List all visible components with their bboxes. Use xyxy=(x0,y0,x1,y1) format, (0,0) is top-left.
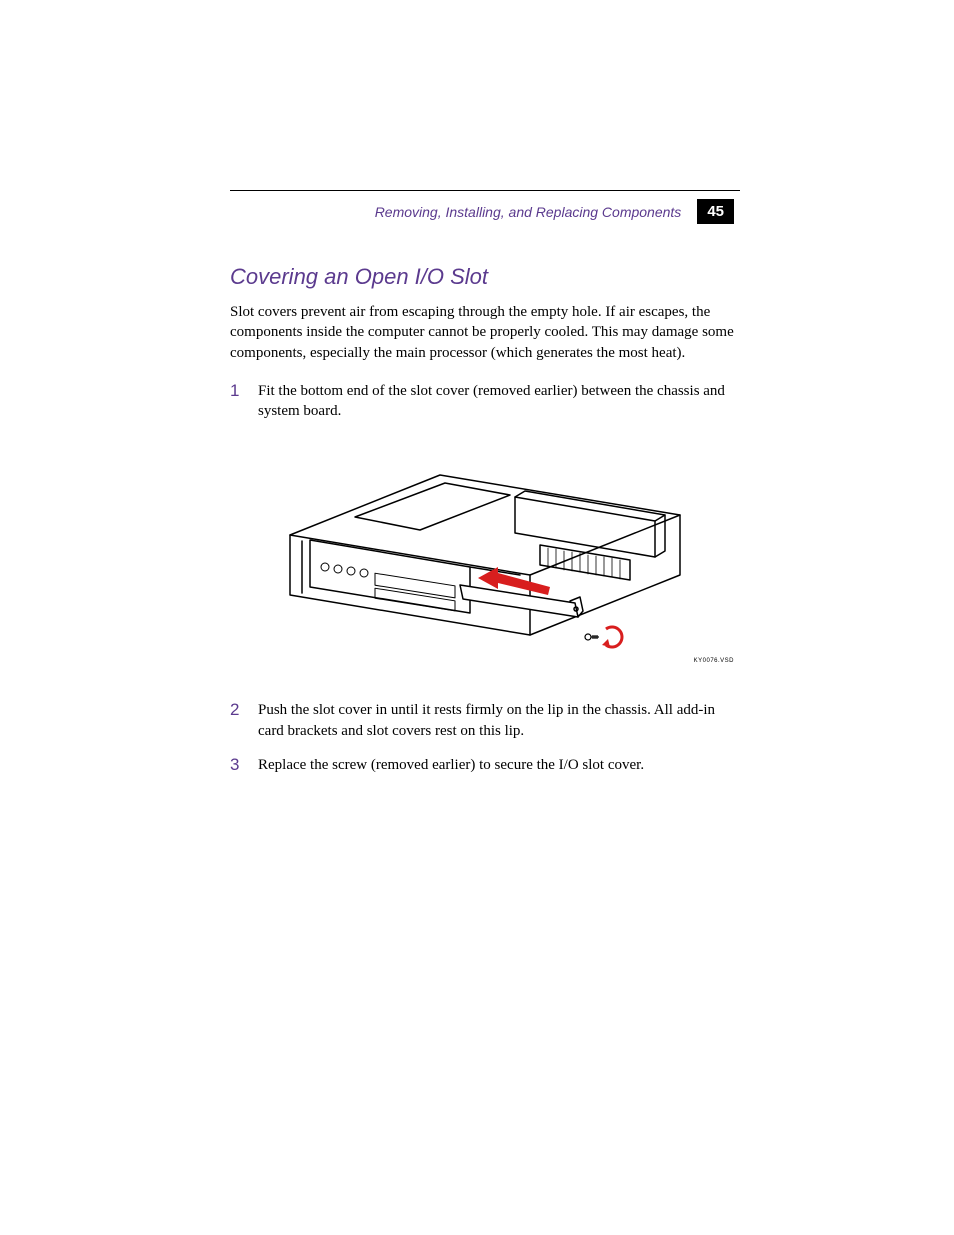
chapter-title: Removing, Installing, and Replacing Comp… xyxy=(375,204,682,220)
step-number: 1 xyxy=(230,381,244,422)
step-item: 2 Push the slot cover in until it rests … xyxy=(230,700,734,741)
step-text: Push the slot cover in until it rests fi… xyxy=(258,700,734,741)
step-number: 3 xyxy=(230,755,244,775)
figure-container: KY0076.VSD xyxy=(260,445,734,670)
page-number: 45 xyxy=(697,199,734,224)
intro-paragraph: Slot covers prevent air from escaping th… xyxy=(230,302,734,363)
step-text: Fit the bottom end of the slot cover (re… xyxy=(258,381,734,422)
step-item: 1 Fit the bottom end of the slot cover (… xyxy=(230,381,734,422)
header-rule xyxy=(230,190,740,191)
section-heading: Covering an Open I/O Slot xyxy=(230,264,734,290)
figure-label: KY0076.VSD xyxy=(694,658,734,664)
step-text: Replace the screw (removed earlier) to s… xyxy=(258,755,734,775)
page-header: Removing, Installing, and Replacing Comp… xyxy=(230,199,734,224)
page-container: Removing, Installing, and Replacing Comp… xyxy=(0,0,954,775)
chassis-diagram xyxy=(260,445,740,665)
step-item: 3 Replace the screw (removed earlier) to… xyxy=(230,755,734,775)
step-number: 2 xyxy=(230,700,244,741)
